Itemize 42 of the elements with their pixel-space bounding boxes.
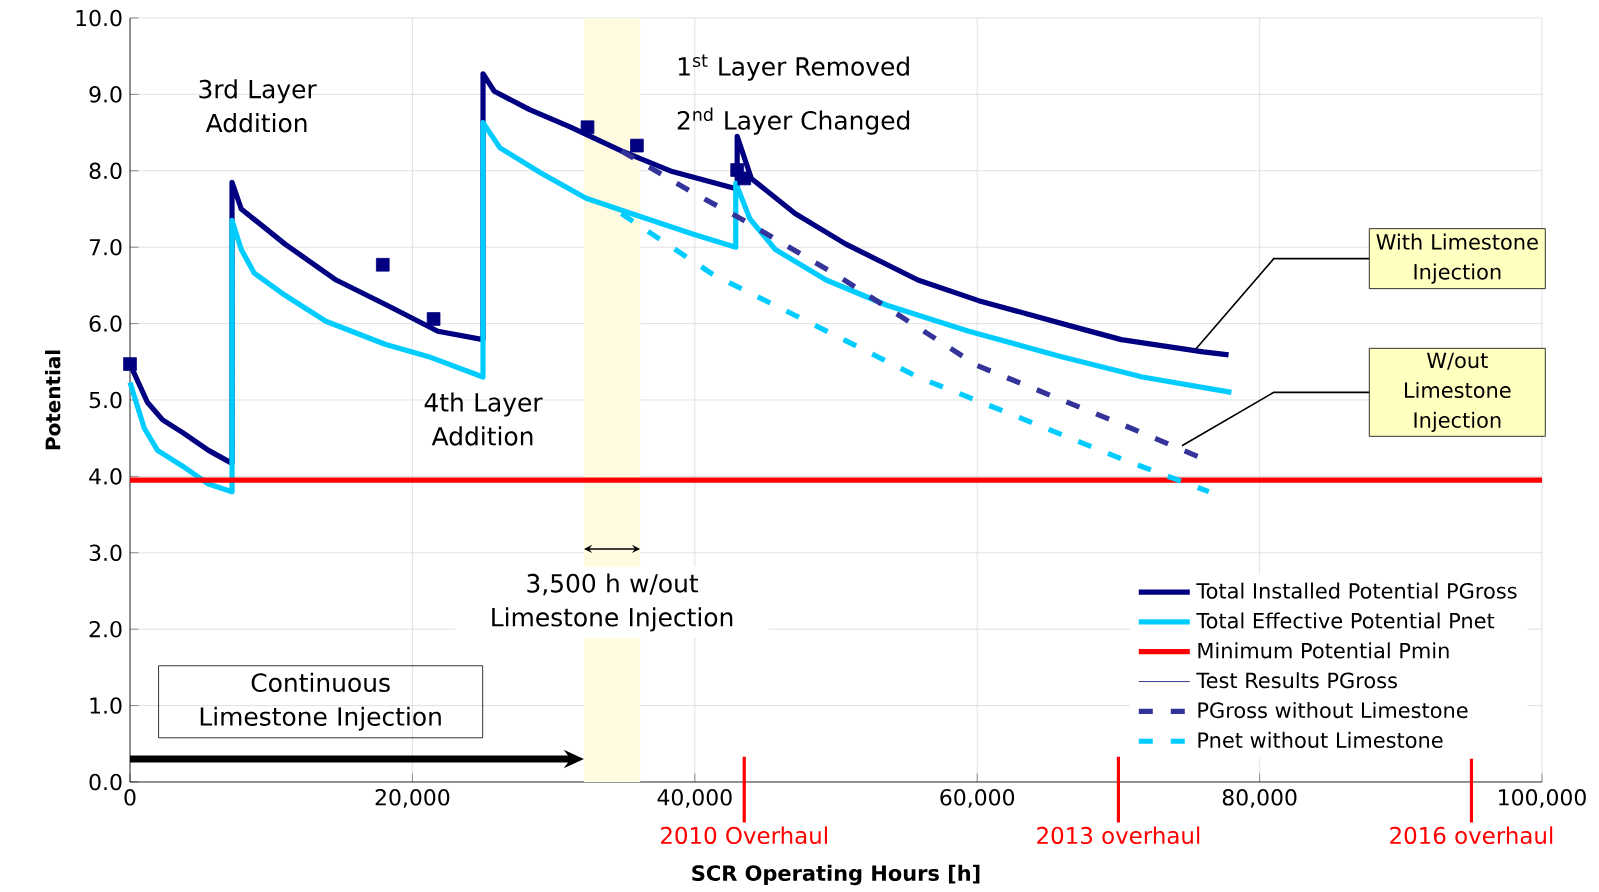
x-tick-label: 0	[124, 789, 136, 806]
point	[737, 171, 752, 186]
y-tick-label: 9.0	[89, 86, 122, 103]
x-tick-label: 60,000	[940, 789, 1015, 808]
legend-label: PGross without Limestone	[1198, 701, 1468, 719]
annotation: 2$^{nd}$ Layer Changed	[677, 107, 910, 135]
annotation: 1$^{st}$ Layer Removed	[678, 54, 909, 81]
y-tick-label: 4.0	[89, 468, 122, 485]
point	[123, 357, 137, 371]
x-tick-label: 20,000	[375, 789, 450, 808]
annotation: 4th Layer Addition	[424, 392, 543, 446]
x-tick-label: 100,000	[1499, 789, 1586, 808]
x-tick-label: 40,000	[657, 789, 732, 808]
y-tick-label: 6.0	[89, 315, 122, 332]
y-tick-label: 2.0	[89, 620, 122, 638]
ref-line-label: 2013 overhaul	[1037, 826, 1200, 845]
point	[630, 138, 644, 153]
x-axis-title: SCR Operating Hours [h]	[692, 864, 980, 886]
legend-label: Total Installed Potential PGross	[1196, 582, 1517, 599]
y-tick-label: 3.0	[89, 544, 122, 562]
legend-label: Minimum Potential Pmin	[1198, 642, 1449, 659]
legend-label: Test Results PGross	[1196, 672, 1397, 689]
annotation: Continuous Limestone Injection	[200, 672, 441, 731]
annotation: 3rd Layer Addition	[199, 79, 317, 133]
ref-line-label: 2010 Overhaul	[661, 826, 827, 845]
annotation: With Limestone Injection	[1376, 233, 1538, 284]
point	[580, 120, 595, 135]
x-tick-label: 80,000	[1222, 789, 1297, 808]
point	[426, 312, 441, 326]
y-tick-label: 0.0	[89, 773, 122, 791]
legend-label: Pnet without Limestone	[1198, 731, 1443, 748]
point	[375, 257, 390, 272]
y-tick-label: 5.0	[89, 391, 122, 409]
y-axis-title: Potential	[45, 350, 61, 450]
y-tick-label: 10.0	[76, 9, 122, 27]
y-tick-label: 1.0	[90, 697, 122, 714]
legend-label: Total Effective Potential Pnet	[1196, 612, 1495, 629]
y-tick-label: 8.0	[89, 162, 122, 180]
band-label: 3,500 h w/out Limestone Injection	[492, 573, 733, 632]
y-tick-label: 7.0	[89, 238, 122, 256]
ref-line-label: 2016 overhaul	[1390, 826, 1553, 845]
annotation: W/out Limestone Injection	[1405, 352, 1511, 433]
